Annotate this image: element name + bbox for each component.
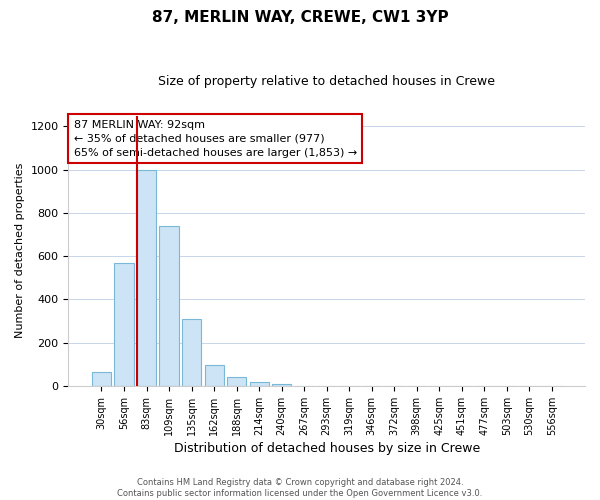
X-axis label: Distribution of detached houses by size in Crewe: Distribution of detached houses by size … <box>173 442 480 455</box>
Bar <box>182 319 201 386</box>
Y-axis label: Number of detached properties: Number of detached properties <box>15 163 25 338</box>
Bar <box>92 372 111 386</box>
Title: Size of property relative to detached houses in Crewe: Size of property relative to detached ho… <box>158 75 495 88</box>
Text: 87, MERLIN WAY, CREWE, CW1 3YP: 87, MERLIN WAY, CREWE, CW1 3YP <box>152 10 448 25</box>
Bar <box>205 366 224 386</box>
Text: Contains HM Land Registry data © Crown copyright and database right 2024.
Contai: Contains HM Land Registry data © Crown c… <box>118 478 482 498</box>
Bar <box>160 226 179 386</box>
Bar <box>272 384 291 386</box>
Bar <box>227 378 246 386</box>
Bar <box>137 170 156 386</box>
Bar <box>115 262 134 386</box>
Text: 87 MERLIN WAY: 92sqm
← 35% of detached houses are smaller (977)
65% of semi-deta: 87 MERLIN WAY: 92sqm ← 35% of detached h… <box>74 120 357 158</box>
Bar <box>250 382 269 386</box>
